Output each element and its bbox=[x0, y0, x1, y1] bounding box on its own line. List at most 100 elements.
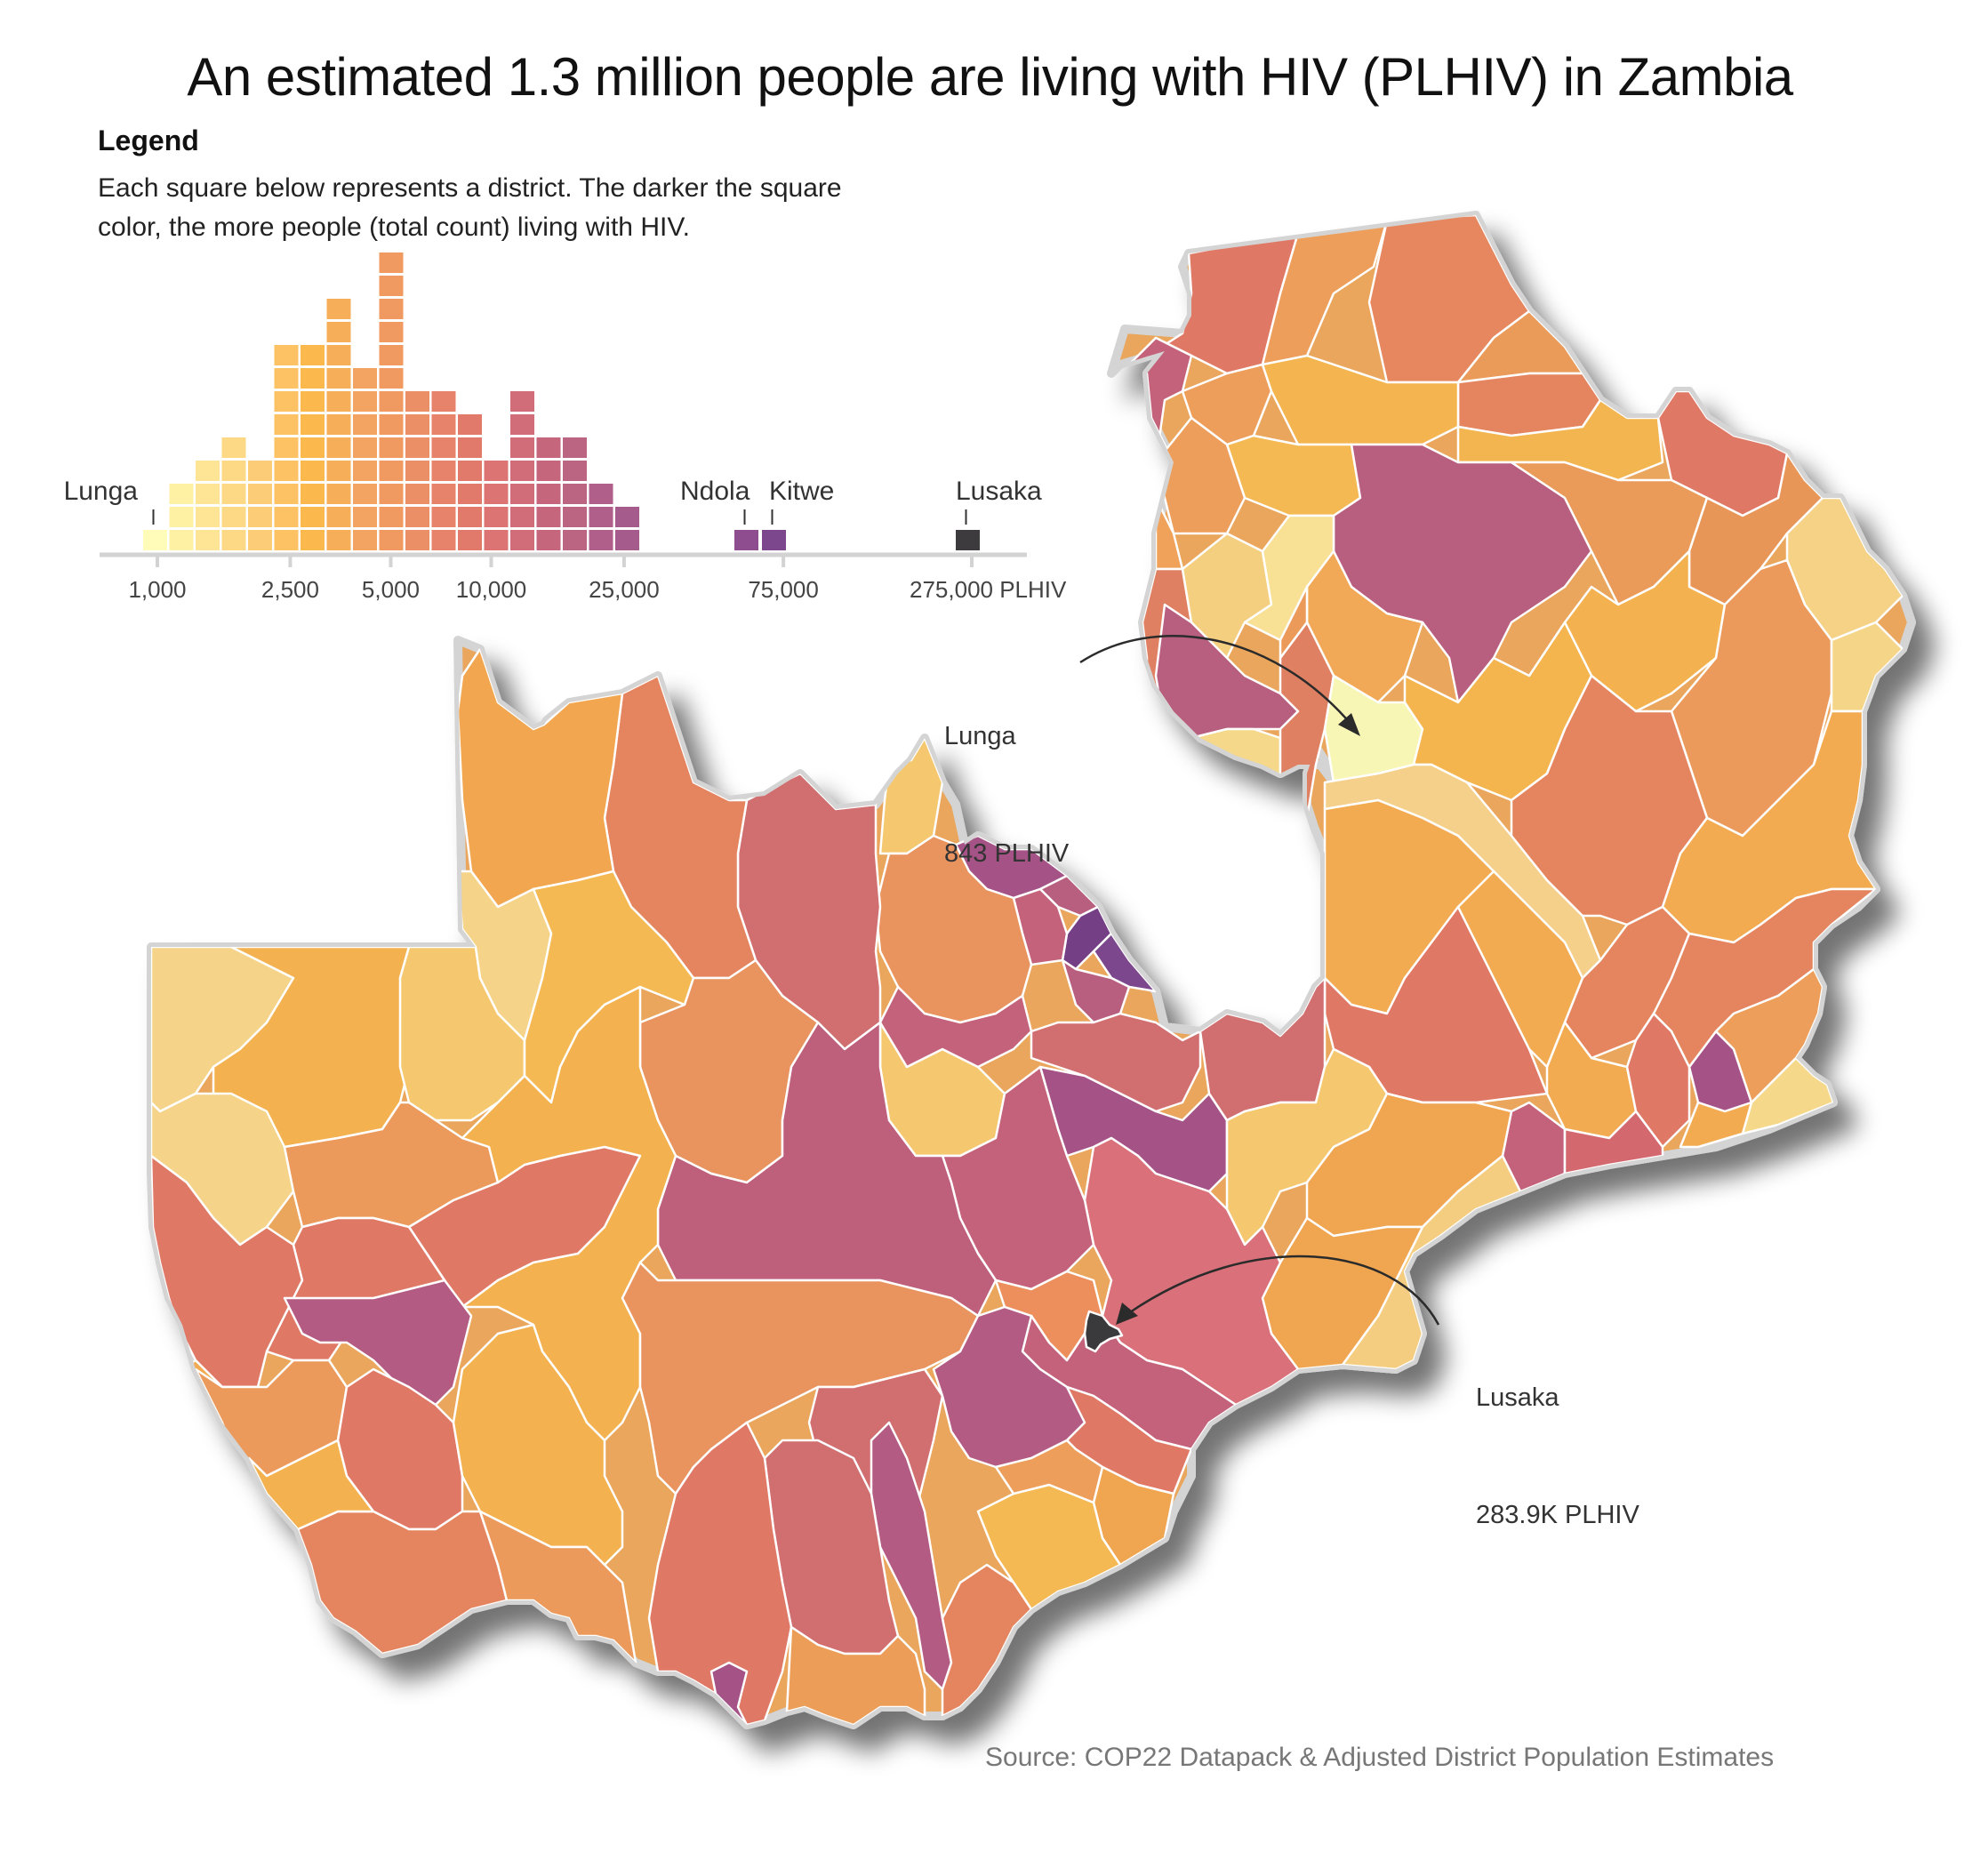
district[interactable] bbox=[1679, 1101, 1753, 1149]
district-square bbox=[301, 368, 325, 389]
district-square bbox=[536, 437, 561, 458]
district-square bbox=[405, 391, 429, 412]
district-square bbox=[484, 484, 509, 504]
district[interactable] bbox=[478, 1510, 637, 1664]
district-square bbox=[405, 484, 429, 504]
district-square bbox=[274, 530, 299, 550]
district[interactable] bbox=[1261, 354, 1460, 446]
district-square bbox=[563, 530, 587, 550]
district[interactable] bbox=[994, 1439, 1104, 1504]
district-square bbox=[458, 414, 482, 435]
histogram-bar bbox=[353, 368, 377, 550]
district-square bbox=[510, 437, 534, 458]
district-square bbox=[431, 461, 456, 481]
district-square bbox=[510, 507, 534, 527]
district[interactable] bbox=[283, 1279, 473, 1407]
district[interactable] bbox=[1741, 1056, 1835, 1135]
district-square bbox=[379, 253, 404, 273]
district[interactable] bbox=[1038, 874, 1100, 918]
district[interactable] bbox=[878, 985, 1033, 1069]
district-square bbox=[169, 530, 194, 550]
district-square bbox=[301, 345, 325, 365]
district[interactable] bbox=[1154, 416, 1247, 535]
district-square bbox=[196, 484, 220, 504]
district-square bbox=[379, 530, 404, 550]
district-square bbox=[379, 345, 404, 365]
district-square bbox=[484, 461, 509, 481]
district-square bbox=[510, 530, 534, 550]
district-square bbox=[248, 507, 272, 527]
district-square bbox=[431, 484, 456, 504]
histogram-bar bbox=[563, 437, 587, 550]
histogram-bar bbox=[458, 414, 482, 550]
legend-description: Each square below represents a district.… bbox=[98, 169, 969, 247]
district[interactable] bbox=[647, 1421, 793, 1725]
district-square bbox=[458, 507, 482, 527]
district-square bbox=[563, 484, 587, 504]
histogram-label-ndola: Ndola bbox=[680, 477, 750, 506]
legend-heading: Legend bbox=[98, 124, 199, 156]
histogram-bar bbox=[536, 437, 561, 550]
histogram-bar bbox=[379, 253, 404, 550]
axis-tick-label: 1,000 bbox=[128, 576, 186, 603]
histogram-bar bbox=[143, 530, 167, 550]
district[interactable] bbox=[1061, 958, 1131, 1024]
district-square bbox=[379, 276, 404, 296]
district-square bbox=[326, 299, 351, 319]
district-square bbox=[379, 484, 404, 504]
district[interactable] bbox=[247, 1439, 375, 1531]
district[interactable] bbox=[1030, 1012, 1202, 1113]
district-square bbox=[248, 530, 272, 550]
histogram-bar bbox=[196, 461, 220, 550]
district-square bbox=[484, 530, 509, 550]
lunga-annotation-value: 843 PLHIV bbox=[944, 839, 1070, 868]
district-square bbox=[326, 322, 351, 342]
district[interactable] bbox=[1714, 967, 1824, 1104]
district-square bbox=[353, 368, 377, 389]
district-square bbox=[589, 484, 613, 504]
district-square bbox=[353, 530, 377, 550]
chart-title: An estimated 1.3 million people are livi… bbox=[187, 47, 1793, 107]
histogram-bar bbox=[221, 437, 246, 550]
district-square bbox=[274, 507, 299, 527]
district-square bbox=[458, 437, 482, 458]
district-square bbox=[353, 484, 377, 504]
district-square bbox=[379, 414, 404, 435]
district-square bbox=[405, 461, 429, 481]
axis-tick-label: 275,000 PLHIV bbox=[910, 576, 1067, 603]
district[interactable] bbox=[452, 1323, 624, 1567]
district[interactable] bbox=[1830, 621, 1904, 713]
district-square bbox=[615, 507, 639, 527]
lunga-annotation-name: Lunga bbox=[944, 722, 1016, 750]
district-square bbox=[431, 437, 456, 458]
district-square bbox=[379, 437, 404, 458]
district[interactable] bbox=[1563, 549, 1727, 713]
district-square bbox=[248, 461, 272, 481]
district-square bbox=[274, 391, 299, 412]
district-square bbox=[510, 484, 534, 504]
histogram-label-lusaka: Lusaka bbox=[956, 477, 1042, 506]
histogram-bar bbox=[301, 345, 325, 550]
district[interactable] bbox=[874, 834, 1033, 1024]
district-square bbox=[379, 391, 404, 412]
district-square bbox=[379, 299, 404, 319]
district-square bbox=[510, 461, 534, 481]
district[interactable] bbox=[1083, 1136, 1300, 1407]
district[interactable] bbox=[941, 1563, 1033, 1718]
axis-tick-label: 5,000 bbox=[362, 576, 420, 603]
district-square bbox=[353, 437, 377, 458]
district[interactable] bbox=[709, 1661, 749, 1725]
district-square bbox=[326, 391, 351, 412]
district-square bbox=[326, 530, 351, 550]
district-square bbox=[458, 484, 482, 504]
district[interactable] bbox=[1083, 1310, 1124, 1353]
histogram-bar bbox=[274, 345, 299, 550]
histogram-bar bbox=[484, 461, 509, 550]
district[interactable] bbox=[1279, 585, 1309, 660]
histogram-bar bbox=[615, 507, 639, 550]
district[interactable] bbox=[1785, 496, 1904, 642]
lunga-arrow bbox=[1079, 634, 1352, 726]
district-square bbox=[353, 414, 377, 435]
district-square bbox=[431, 507, 456, 527]
